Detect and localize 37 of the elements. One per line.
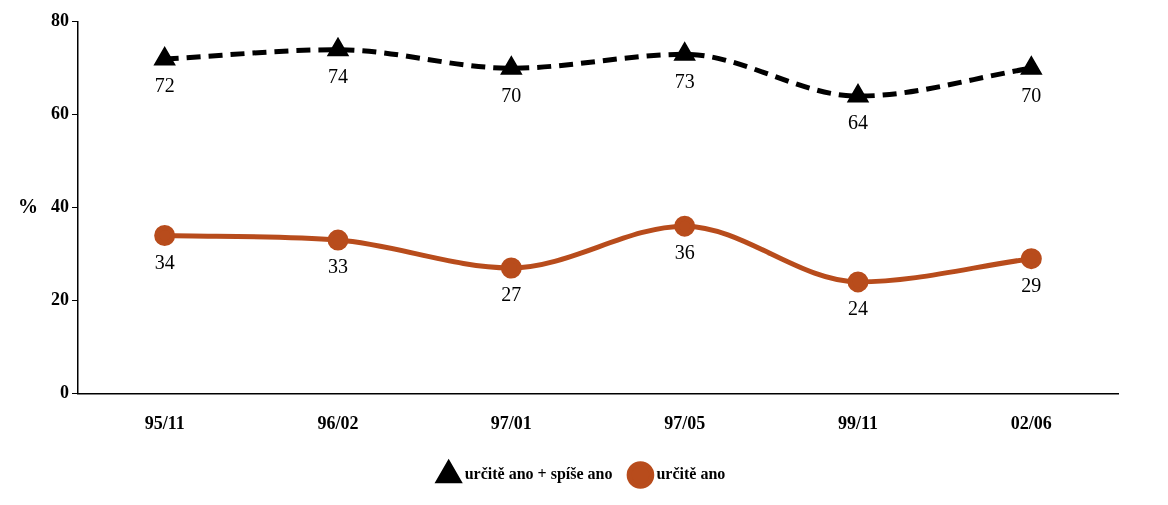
data-label: 64 <box>848 111 868 134</box>
data-label: 33 <box>328 255 348 278</box>
point <box>326 37 350 57</box>
data-label: 73 <box>674 69 695 92</box>
x-tick-label: 95/11 <box>144 412 185 433</box>
data-label: 36 <box>674 241 695 264</box>
data-label: 24 <box>848 297 868 320</box>
x-tick-label: 97/05 <box>664 412 706 433</box>
point <box>154 224 176 246</box>
point <box>500 55 523 75</box>
data-label: 70 <box>501 83 522 106</box>
point <box>500 257 522 279</box>
point <box>327 229 349 251</box>
y-tick-label: 60 <box>51 103 69 124</box>
data-label: 74 <box>328 64 348 87</box>
x-tick-label: 99/11 <box>837 412 879 433</box>
point <box>1020 55 1043 75</box>
data-label: 70 <box>1021 83 1042 106</box>
data-label: 34 <box>154 250 175 273</box>
legend-label: určitě ano + spíše ano <box>464 465 613 484</box>
data-label: 72 <box>154 74 175 97</box>
x-tick-label: 96/02 <box>317 412 359 433</box>
x-tick-label: 97/01 <box>490 412 532 433</box>
point <box>1020 248 1042 270</box>
y-tick-label: 80 <box>51 10 69 31</box>
point <box>847 271 869 293</box>
point <box>846 83 870 103</box>
legend-label: určitě ano <box>656 465 726 483</box>
point <box>673 41 696 61</box>
y-axis-title: % <box>18 194 38 217</box>
data-label: 29 <box>1021 273 1042 296</box>
data-label: 27 <box>501 283 522 306</box>
x-tick-label: 02/06 <box>1010 412 1052 433</box>
y-tick-label: 0 <box>60 382 69 403</box>
point <box>674 215 696 237</box>
y-tick-label: 20 <box>51 289 69 310</box>
y-tick-label: 40 <box>51 196 69 217</box>
